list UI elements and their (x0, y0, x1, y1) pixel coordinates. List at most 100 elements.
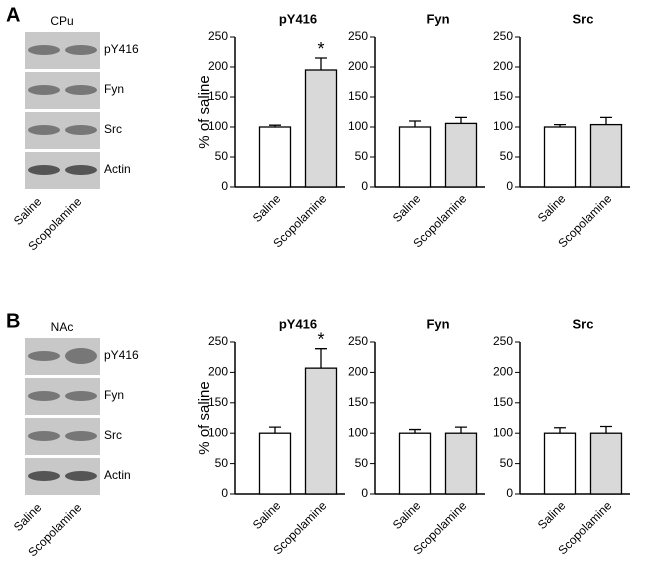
y-tick-label: 200 (348, 59, 368, 73)
y-tick-label: 0 (221, 486, 228, 500)
y-tick-label: 250 (208, 29, 228, 43)
blot-label: Fyn (104, 388, 124, 402)
x-tick-label: Saline (535, 498, 569, 532)
panel-label: A (6, 4, 20, 26)
error-bar (455, 426, 467, 434)
significance-label: * (317, 39, 324, 59)
blot-band (65, 125, 97, 135)
blot-band (28, 85, 60, 95)
lane-label: Saline (11, 500, 45, 534)
blot-band (28, 351, 60, 361)
blot-band (28, 471, 60, 481)
blot-band (65, 471, 97, 481)
blot-label: Fyn (104, 82, 124, 96)
bar (304, 69, 338, 188)
y-tick-label: 150 (348, 89, 368, 103)
blot-band (28, 165, 60, 175)
blot-label: Src (104, 122, 122, 136)
chart-title: Fyn (426, 316, 449, 331)
y-tick-label: 0 (221, 179, 228, 193)
blot-band (28, 125, 60, 135)
y-tick-label: 0 (506, 179, 513, 193)
error-bar (269, 426, 281, 434)
y-tick-label: 150 (208, 395, 228, 409)
chart-title: pY416 (279, 11, 317, 26)
y-tick-label: 200 (208, 365, 228, 379)
y-tick-label: 100 (493, 119, 513, 133)
y-tick-label: 200 (493, 59, 513, 73)
panel-label: B (6, 310, 20, 332)
x-tick-label: Saline (535, 191, 569, 225)
y-tick-label: 150 (493, 395, 513, 409)
y-tick-label: 250 (493, 334, 513, 348)
significance-label: * (317, 329, 324, 349)
y-tick-label: 0 (506, 486, 513, 500)
lane-label: Saline (11, 194, 45, 228)
blot-band (65, 431, 97, 441)
error-bar (409, 120, 421, 127)
x-tick-label: Saline (390, 498, 424, 532)
blot-band (65, 391, 97, 401)
region-label: NAc (51, 320, 74, 334)
y-tick-label: 50 (215, 456, 229, 470)
bar (589, 432, 623, 495)
chart-title: Src (573, 316, 594, 331)
y-tick-label: 100 (208, 119, 228, 133)
blot-label: Actin (104, 468, 131, 482)
bar (258, 432, 292, 495)
error-bar (315, 348, 327, 369)
blot-band (65, 165, 97, 175)
x-tick-label: Saline (390, 191, 424, 225)
x-tick-label: Saline (250, 191, 284, 225)
bar (543, 432, 577, 495)
y-tick-label: 50 (355, 456, 369, 470)
bar (589, 123, 623, 188)
blot-band (28, 431, 60, 441)
blot-label: Src (104, 428, 122, 442)
error-bar (600, 116, 612, 125)
error-bar (269, 124, 281, 127)
error-bar (455, 116, 467, 124)
y-tick-label: 100 (348, 119, 368, 133)
chart-title: pY416 (279, 316, 317, 331)
bar (543, 126, 577, 188)
y-tick-label: 200 (348, 365, 368, 379)
blot-label: pY416 (104, 42, 139, 56)
y-axis-label: % of saline (196, 75, 213, 148)
error-bar (315, 57, 327, 70)
y-tick-label: 250 (348, 29, 368, 43)
bar (444, 432, 478, 495)
blot-band (65, 85, 97, 95)
y-axis-label: % of saline (196, 381, 213, 454)
blot-label: Actin (104, 162, 131, 176)
y-tick-label: 150 (493, 89, 513, 103)
error-bar (554, 427, 566, 434)
region-label: CPu (50, 14, 73, 28)
bar (258, 126, 292, 188)
y-tick-label: 0 (361, 179, 368, 193)
y-tick-label: 0 (361, 486, 368, 500)
bar (444, 122, 478, 188)
bar (398, 432, 432, 495)
bar (398, 126, 432, 188)
chart-title: Src (573, 11, 594, 26)
y-tick-label: 50 (215, 149, 229, 163)
error-bar (409, 428, 421, 434)
y-tick-label: 250 (493, 29, 513, 43)
y-tick-label: 100 (493, 425, 513, 439)
y-tick-label: 50 (355, 149, 369, 163)
error-bar (554, 123, 566, 127)
blot-band (65, 45, 97, 55)
error-bar (600, 425, 612, 434)
y-tick-label: 250 (208, 334, 228, 348)
y-tick-label: 100 (208, 425, 228, 439)
bar (304, 367, 338, 495)
y-tick-label: 100 (348, 425, 368, 439)
y-tick-label: 150 (208, 89, 228, 103)
blot-band (65, 348, 97, 364)
y-tick-label: 50 (500, 149, 514, 163)
y-tick-label: 250 (348, 334, 368, 348)
chart-title: Fyn (426, 11, 449, 26)
